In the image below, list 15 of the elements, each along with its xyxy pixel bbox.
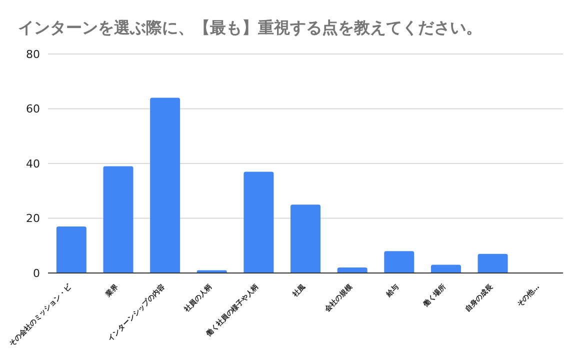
y-tick-label: 0 bbox=[33, 266, 40, 280]
bar bbox=[384, 251, 414, 273]
bar bbox=[103, 166, 134, 273]
chart-title: インターンを選ぶ際に、【最も】重視する点を教えてください。 bbox=[18, 18, 482, 39]
bar bbox=[430, 264, 461, 273]
bar bbox=[478, 254, 508, 273]
bar bbox=[337, 268, 368, 273]
y-tick-label: 60 bbox=[26, 102, 40, 116]
bar bbox=[150, 98, 180, 273]
y-tick-label: 80 bbox=[26, 48, 40, 61]
y-tick-label: 40 bbox=[26, 157, 40, 170]
bar bbox=[290, 204, 321, 273]
y-tick-label: 20 bbox=[26, 212, 40, 226]
bar bbox=[56, 226, 86, 273]
bar bbox=[244, 172, 274, 273]
